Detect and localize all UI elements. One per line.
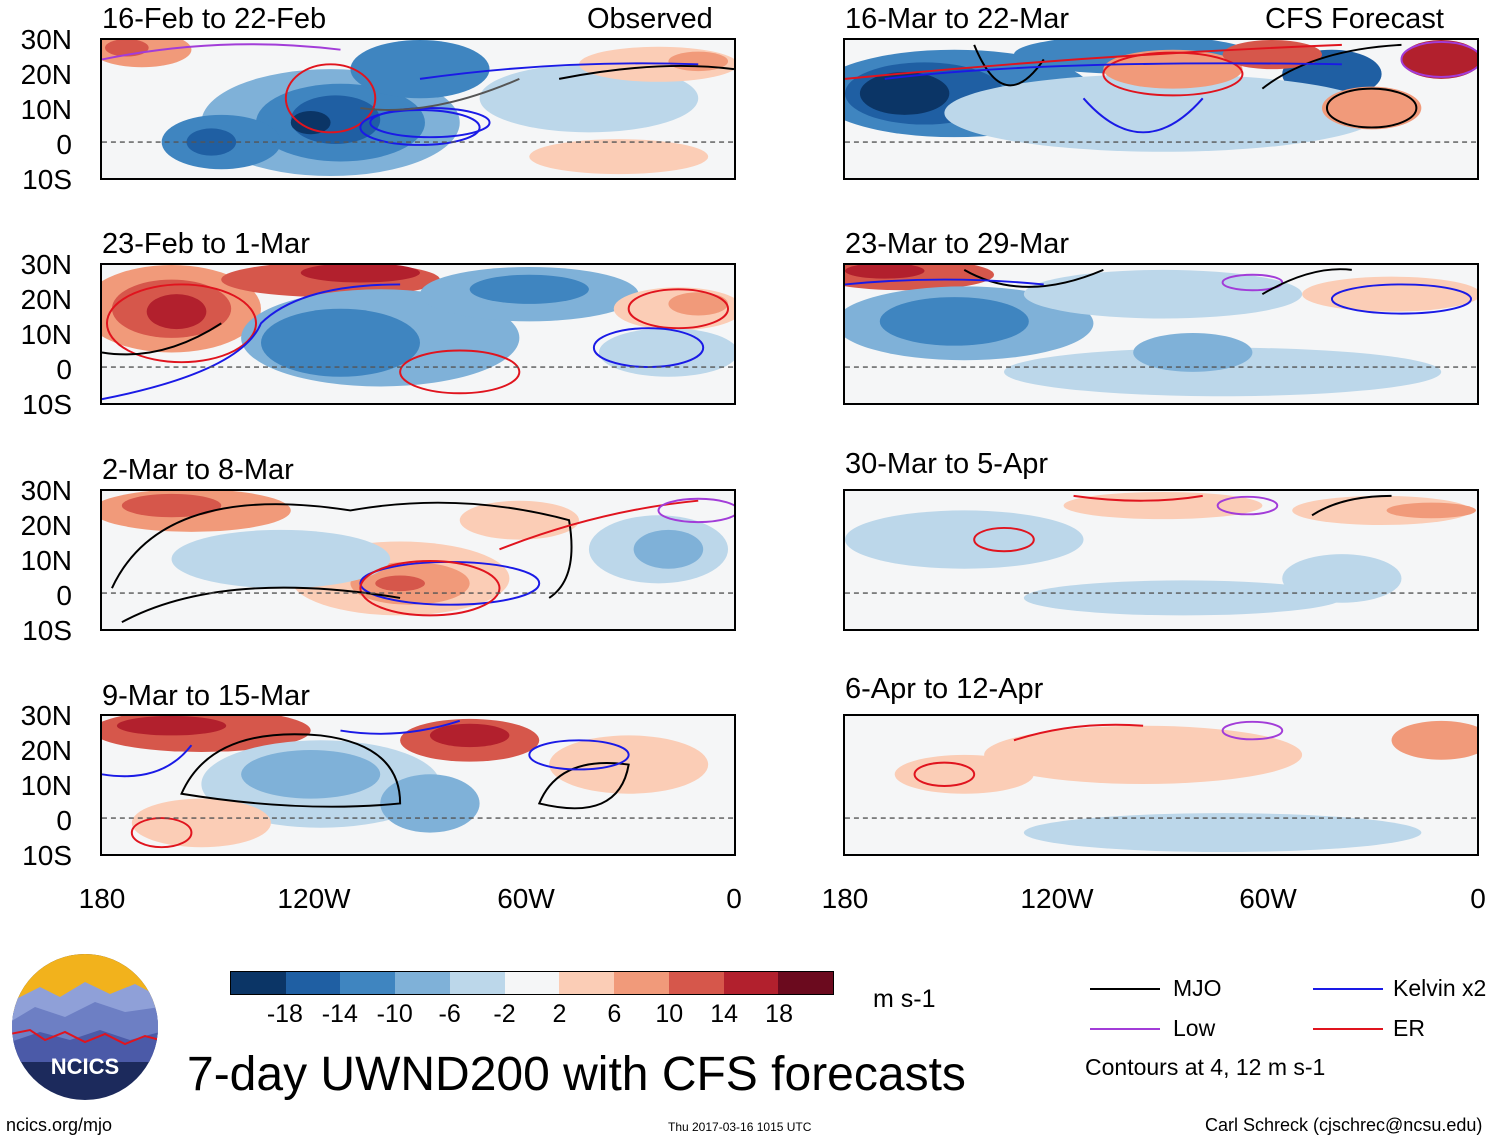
- legend-kelvin: Kelvin x2: [1393, 975, 1487, 1001]
- legend-line-mjo: [1090, 988, 1160, 990]
- lat-label: 10N: [20, 319, 72, 350]
- colorbar-label: 6: [607, 1000, 622, 1028]
- legend-line-kelvin: [1313, 988, 1383, 990]
- colorbar-swatch: [449, 972, 505, 994]
- lon-label-left-60w: 60W: [497, 883, 555, 914]
- lat-label: 10N: [20, 94, 72, 125]
- panel-title-5: 16-Mar to 22-Mar: [845, 3, 1070, 35]
- lat-label: 10N: [20, 770, 72, 801]
- lat-label: 30N: [20, 249, 72, 280]
- panel-title-8: 6-Apr to 12-Apr: [845, 673, 1044, 705]
- colorbar-label: -14: [321, 1000, 358, 1028]
- colorbar-swatch: [778, 972, 834, 994]
- lon-label-right-60w: 60W: [1239, 883, 1297, 914]
- colorbar-swatch: [668, 972, 724, 994]
- lon-label-left-180: 180: [78, 883, 126, 914]
- lat-label: 10S: [22, 389, 72, 420]
- panel-title-6: 23-Mar to 29-Mar: [845, 228, 1070, 260]
- lon-label-left-120w: 120W: [277, 883, 351, 914]
- colorbar-swatch: [504, 972, 560, 994]
- map-panel-forecast-3: [843, 489, 1479, 631]
- panel-title-3: 2-Mar to 8-Mar: [102, 454, 294, 486]
- colorbar: [230, 971, 834, 995]
- footer-url: ncics.org/mjo: [6, 1115, 113, 1135]
- map-panel-forecast-2: [843, 263, 1479, 405]
- legend-line-er: [1313, 1028, 1383, 1030]
- colorbar-swatch: [231, 972, 286, 994]
- lat-label: 0: [56, 580, 72, 611]
- lon-label-right-0: 0: [1470, 883, 1486, 914]
- map-panel-observed-2: [100, 263, 736, 405]
- colorbar-label: 2: [552, 1000, 567, 1028]
- map-panel-observed-1: [100, 38, 736, 180]
- lat-label: 30N: [20, 24, 72, 55]
- colorbar-label: 10: [655, 1000, 684, 1028]
- colorbar-swatch: [559, 972, 615, 994]
- colorbar-label: -18: [266, 1000, 303, 1028]
- colorbar-swatch: [340, 972, 396, 994]
- lat-label: 10S: [22, 840, 72, 871]
- lat-label: 20N: [20, 59, 72, 90]
- panel-title-4: 9-Mar to 15-Mar: [102, 680, 310, 712]
- lat-label: 10S: [22, 615, 72, 646]
- legend-contours-note: Contours at 4, 12 m s-1: [1085, 1054, 1326, 1080]
- colorbar-swatch: [395, 972, 450, 994]
- observed-label: Observed: [587, 3, 713, 35]
- forecast-label: CFS Forecast: [1265, 3, 1444, 35]
- lat-label: 20N: [20, 284, 72, 315]
- panel-title-7: 30-Mar to 5-Apr: [845, 448, 1049, 480]
- colorbar-label: 14: [710, 1000, 739, 1028]
- panel-title-1: 16-Feb to 22-Feb: [102, 3, 327, 35]
- lat-label: 0: [56, 354, 72, 385]
- colorbar-label: 18: [765, 1000, 793, 1028]
- map-panel-forecast-1: [843, 38, 1479, 180]
- panel-title-2: 23-Feb to 1-Mar: [102, 228, 310, 260]
- lon-label-left-0: 0: [726, 883, 742, 914]
- main-title: 7-day UWND200 with CFS forecasts: [187, 1048, 966, 1101]
- footer-timestamp: Thu 2017-03-16 1015 UTC: [668, 1120, 812, 1134]
- colorbar-label: -6: [438, 1000, 461, 1028]
- legend-low: Low: [1173, 1015, 1216, 1041]
- lat-label: 20N: [20, 735, 72, 766]
- ncics-logo: NCICS: [10, 952, 160, 1102]
- legend-er: ER: [1393, 1015, 1425, 1041]
- lat-label: 0: [56, 805, 72, 836]
- map-panel-forecast-4: [843, 714, 1479, 856]
- lon-label-right-120w: 120W: [1020, 883, 1094, 914]
- lat-label: 10S: [22, 164, 72, 195]
- legend-line-low: [1090, 1028, 1160, 1030]
- map-panel-observed-4: [100, 714, 736, 856]
- colorbar-label: -2: [493, 1000, 516, 1028]
- colorbar-swatch: [285, 972, 341, 994]
- logo-text: NCICS: [51, 1054, 119, 1079]
- lat-label: 0: [56, 129, 72, 160]
- legend-mjo: MJO: [1173, 975, 1222, 1001]
- lat-label: 30N: [20, 700, 72, 731]
- colorbar-label: -10: [376, 1000, 413, 1028]
- lat-label: 30N: [20, 475, 72, 506]
- map-panel-observed-3: [100, 489, 736, 631]
- colorbar-swatch: [614, 972, 669, 994]
- lat-label: 20N: [20, 510, 72, 541]
- lat-label: 10N: [20, 545, 72, 576]
- colorbar-swatch: [723, 972, 779, 994]
- colorbar-units: m s-1: [873, 985, 936, 1013]
- lon-label-right-180: 180: [821, 883, 869, 914]
- footer-author: Carl Schreck (cjschrec@ncsu.edu): [1205, 1115, 1483, 1135]
